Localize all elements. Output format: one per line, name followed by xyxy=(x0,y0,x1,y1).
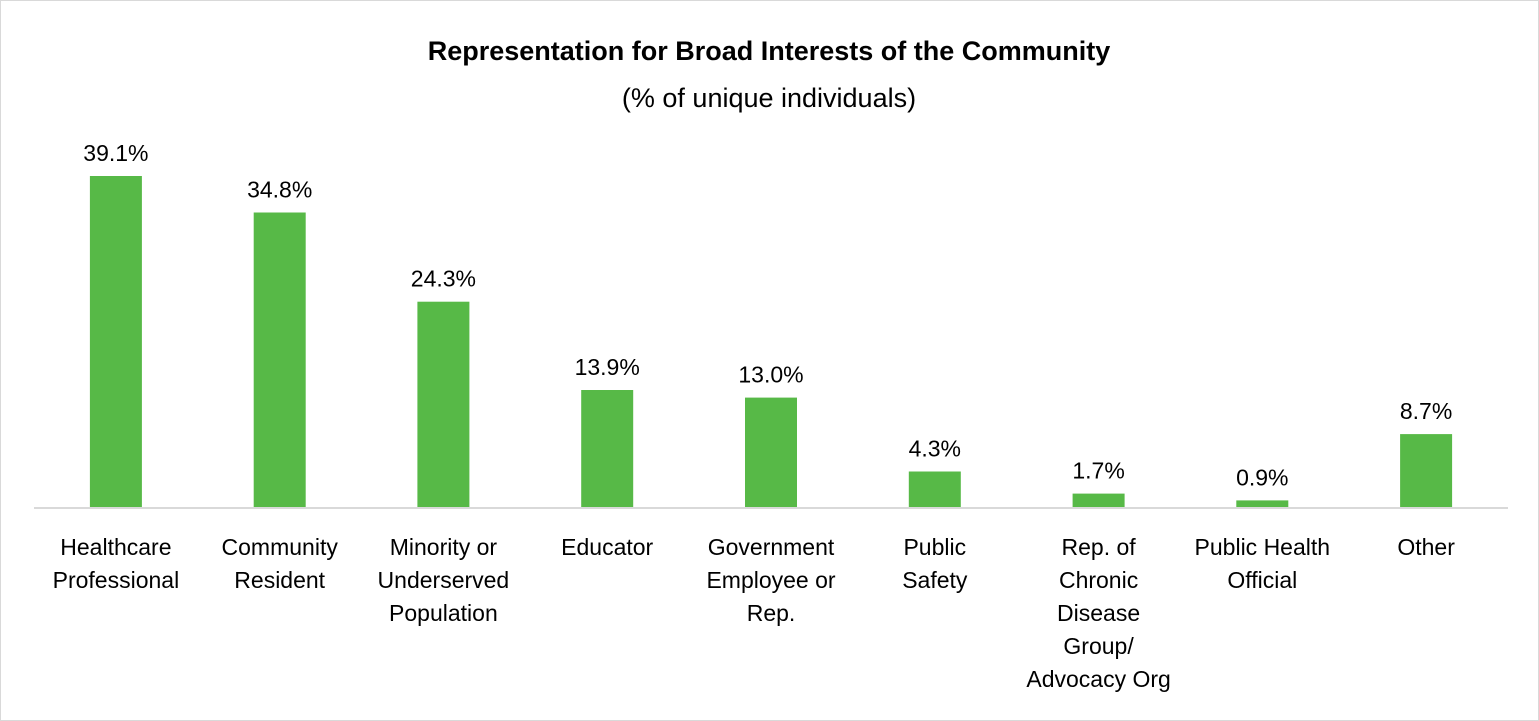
data-label-6: 1.7% xyxy=(1072,458,1124,484)
data-label-1: 34.8% xyxy=(247,177,312,203)
category-label-5: Public Safety xyxy=(902,534,968,593)
category-label-0-line-1: Professional xyxy=(53,567,180,593)
bar-7 xyxy=(1236,500,1289,508)
category-label-5-line-1: Safety xyxy=(902,567,968,593)
bar-3 xyxy=(581,390,634,508)
category-label-0: Healthcare Professional xyxy=(53,534,180,593)
category-label-8-line-0: Other xyxy=(1397,534,1455,560)
chart-subtitle: (% of unique individuals) xyxy=(622,83,916,113)
bars-group xyxy=(89,176,1453,508)
chart-title: Representation for Broad Interests of th… xyxy=(428,36,1111,66)
category-label-6-line-2: Disease xyxy=(1057,600,1140,626)
bar-4 xyxy=(745,397,797,508)
category-label-0-line-0: Healthcare xyxy=(60,534,171,560)
category-label-7-line-0: Public Health xyxy=(1195,534,1331,560)
category-label-4-line-2: Rep. xyxy=(747,600,796,626)
category-label-4-line-1: Employee or xyxy=(706,567,835,593)
data-label-7: 0.9% xyxy=(1236,464,1288,490)
category-label-2: Minority or Underserved Population xyxy=(378,534,510,626)
category-labels-group: Healthcare Professional Community Resident M… xyxy=(53,534,1456,692)
bar-1 xyxy=(253,212,306,508)
value-labels-group: 39.1% 34.8% 24.3% 13.9% 13.0% 4.3% 1.7% 0.9% 8.7… xyxy=(83,140,1452,490)
data-label-4: 13.0% xyxy=(738,362,803,388)
data-label-0: 39.1% xyxy=(83,140,148,166)
bar-6 xyxy=(1072,493,1125,508)
category-label-7-line-1: Official xyxy=(1227,567,1297,593)
category-label-6-line-3: Group/ xyxy=(1063,633,1134,659)
category-label-1-line-1: Resident xyxy=(234,567,325,593)
category-label-8: Other xyxy=(1397,534,1455,560)
category-label-3-line-0: Educator xyxy=(561,534,653,560)
bar-8 xyxy=(1400,434,1453,508)
bar-2 xyxy=(417,301,470,508)
category-label-6-line-0: Rep. of xyxy=(1062,534,1137,560)
category-label-6-line-1: Chronic xyxy=(1059,567,1138,593)
category-label-4: Government Employee or Rep. xyxy=(706,534,835,626)
category-label-1-line-0: Community xyxy=(222,534,339,560)
data-label-5: 4.3% xyxy=(909,436,961,462)
bar-0 xyxy=(89,176,142,508)
category-label-2-line-2: Population xyxy=(389,600,498,626)
category-label-5-line-0: Public xyxy=(903,534,966,560)
category-label-2-line-0: Minority or xyxy=(390,534,498,560)
category-label-2-line-1: Underserved xyxy=(378,567,510,593)
category-label-3: Educator xyxy=(561,534,653,560)
bar-5 xyxy=(908,471,961,508)
category-label-4-line-0: Government xyxy=(708,534,835,560)
data-label-8: 8.7% xyxy=(1400,398,1452,424)
category-label-6-line-4: Advocacy Org xyxy=(1026,666,1170,692)
data-label-3: 13.9% xyxy=(575,354,640,380)
category-label-6: Rep. of Chronic Disease Group/Advocacy Org xyxy=(1026,534,1170,692)
category-label-7: Public Health Official xyxy=(1195,534,1331,593)
category-label-1: Community Resident xyxy=(222,534,339,593)
data-label-2: 24.3% xyxy=(411,266,476,292)
